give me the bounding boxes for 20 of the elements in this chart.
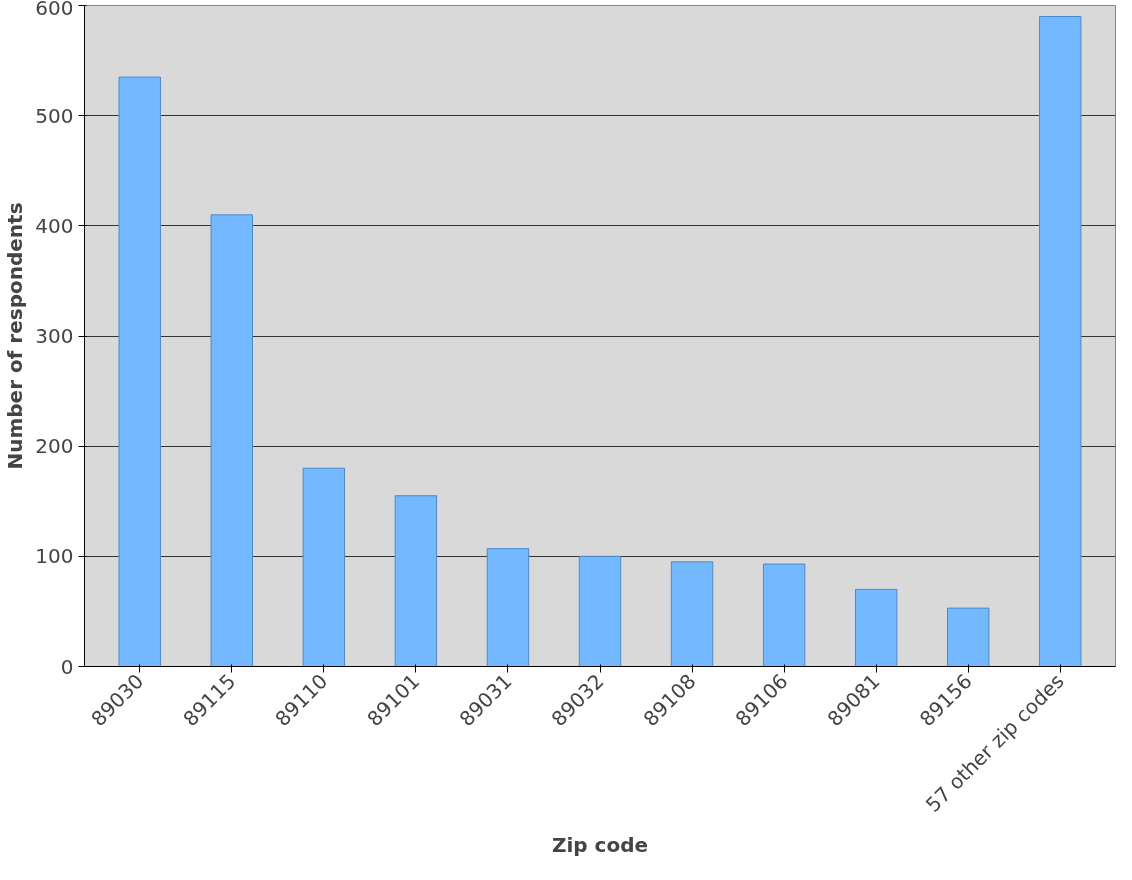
bar	[118, 76, 161, 667]
y-tick-label: 400	[35, 213, 74, 238]
bar	[670, 561, 714, 667]
bar	[947, 607, 990, 667]
bar	[854, 588, 898, 667]
x-axis-title: Zip code	[551, 833, 649, 858]
bar	[762, 563, 806, 667]
bar	[578, 555, 622, 667]
y-tick-label: 0	[60, 654, 74, 679]
y-tick-label: 200	[35, 434, 74, 459]
y-tick-label: 300	[35, 324, 74, 348]
bar	[302, 467, 346, 667]
bar	[394, 495, 438, 667]
bar	[210, 214, 253, 667]
bar	[1039, 16, 1082, 667]
y-tick-label: 100	[35, 544, 74, 569]
y-tick-label: 600	[35, 0, 74, 20]
y-tick-label: 500	[35, 103, 74, 128]
y-axis-title: Number of respondents	[3, 202, 28, 470]
bar	[486, 548, 530, 667]
